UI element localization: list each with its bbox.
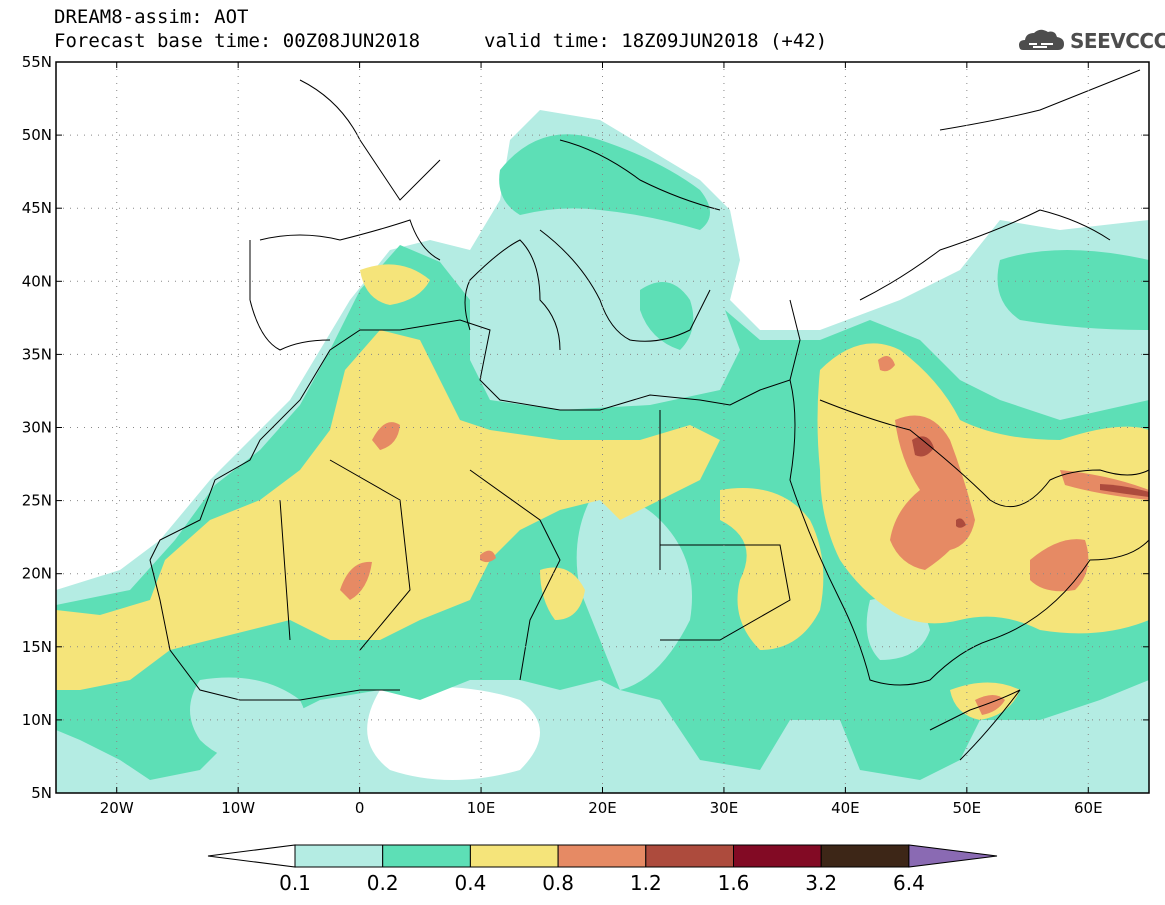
lon-tick-label: 0 (355, 799, 365, 817)
lat-tick-label: 5N (31, 784, 52, 802)
lon-tick-label: 30E (710, 799, 739, 817)
lon-tick-label: 20E (588, 799, 617, 817)
lat-tick-label: 45N (22, 199, 52, 217)
aot-shading (56, 110, 1149, 793)
lon-tick-label: 50E (953, 799, 982, 817)
lon-tick-label: 60E (1074, 799, 1103, 817)
lon-tick-label: 10E (467, 799, 496, 817)
map-title: DREAM8-assim: AOT (54, 6, 249, 28)
lon-tick-label: 10W (221, 799, 255, 817)
lat-tick-label: 25N (22, 492, 52, 510)
lat-tick-label: 35N (22, 345, 52, 363)
lon-tick-label: 20W (100, 799, 134, 817)
lat-tick-label: 15N (22, 638, 52, 656)
coastlines (149, 69, 1149, 761)
lat-tick-label: 10N (22, 711, 52, 729)
valid-time: valid time: 18Z09JUN2018 (+42) (484, 30, 828, 52)
axis-ticks: 20W 10W 0 10E 20E 30E 40E 50E 60E 55N 50N 45N 40N 35N… (22, 53, 1149, 817)
forecast-base-time: Forecast base time: 00Z08JUN2018 (54, 30, 421, 52)
lat-tick-label: 30N (22, 419, 52, 437)
lat-tick-label: 50N (22, 126, 52, 144)
lat-tick-label: 20N (22, 565, 52, 583)
logo-text: SEEVCCC (1070, 29, 1165, 53)
lat-tick-label: 40N (22, 272, 52, 290)
cloud-icon (1019, 29, 1064, 50)
lon-tick-label: 40E (831, 799, 860, 817)
lat-tick-label: 55N (22, 53, 52, 71)
